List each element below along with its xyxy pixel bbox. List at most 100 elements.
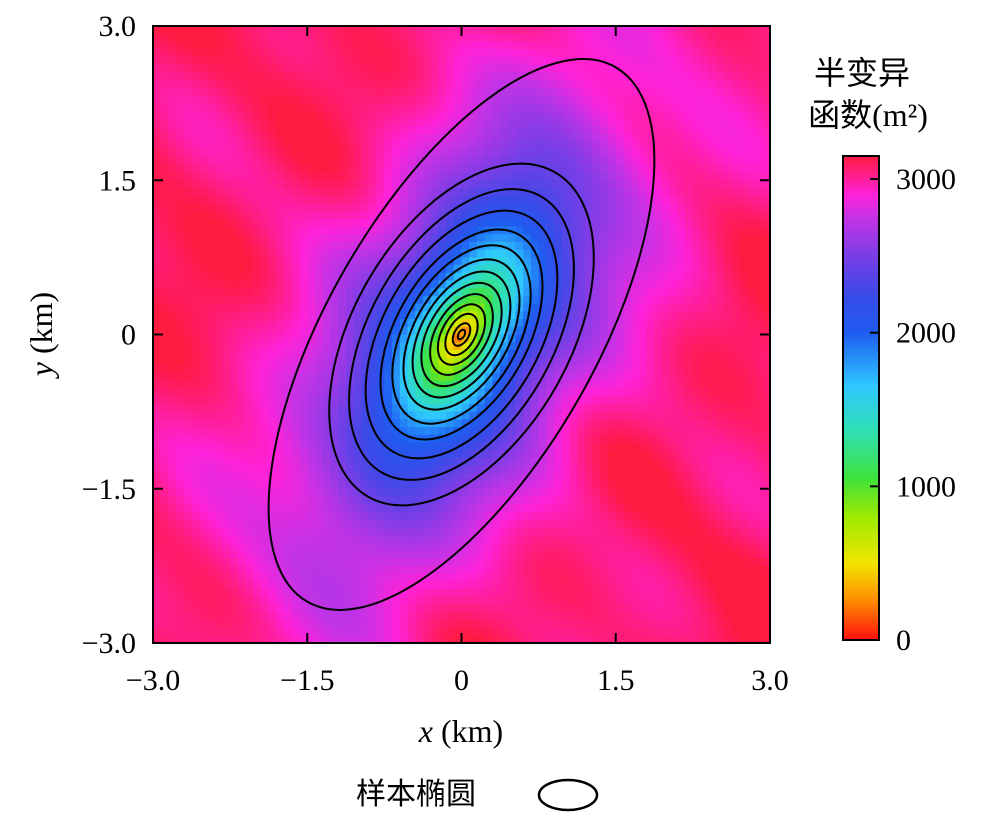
heatmap-cell — [723, 349, 733, 359]
heatmap-cell — [307, 257, 316, 266]
heatmap-cell — [314, 211, 324, 220]
heatmap-cell — [523, 87, 532, 97]
heatmap-cell — [407, 103, 416, 112]
heatmap-cell — [692, 41, 702, 50]
heatmap-cell — [554, 203, 563, 212]
heatmap-cell — [700, 211, 709, 220]
heatmap-cell — [523, 450, 532, 459]
heatmap-cell — [291, 450, 301, 459]
heatmap-cell — [546, 295, 555, 305]
heatmap-cell — [307, 157, 316, 166]
heatmap-cell — [507, 195, 517, 204]
heatmap-cell — [291, 311, 301, 320]
heatmap-cell — [284, 234, 293, 243]
heatmap-cell — [291, 357, 301, 366]
heatmap-cell — [731, 442, 740, 451]
heatmap-cell — [631, 257, 640, 266]
heatmap-cell — [322, 195, 331, 204]
heatmap-cell — [237, 41, 247, 50]
heatmap-cell — [153, 95, 162, 104]
heatmap-cell — [662, 295, 671, 305]
heatmap-cell — [199, 288, 208, 297]
heatmap-cell — [638, 79, 648, 89]
heatmap-cell — [608, 95, 617, 104]
heatmap-cell — [446, 496, 455, 505]
heatmap-cell — [631, 334, 640, 343]
heatmap-cell — [500, 157, 509, 166]
heatmap-cell — [191, 64, 200, 73]
heatmap-cell — [384, 126, 393, 135]
heatmap-cell — [507, 41, 517, 50]
heatmap-cell — [685, 311, 694, 320]
heatmap-cell — [700, 56, 709, 66]
heatmap-cell — [746, 241, 756, 251]
heatmap-cell — [484, 457, 493, 467]
heatmap-cell — [554, 157, 563, 166]
heatmap-cell — [392, 33, 401, 43]
heatmap-cell — [230, 218, 239, 228]
heatmap-cell — [268, 319, 277, 328]
heatmap-cell — [276, 79, 285, 89]
heatmap-cell — [646, 41, 655, 50]
heatmap-cell — [654, 457, 663, 467]
heatmap-cell — [500, 396, 509, 405]
heatmap-cell — [669, 396, 679, 405]
heatmap-cell — [507, 457, 517, 467]
heatmap-cell — [515, 280, 524, 289]
heatmap-cell — [507, 141, 517, 150]
heatmap-cell — [461, 203, 470, 212]
heatmap-cell — [376, 110, 385, 120]
heatmap-cell — [646, 187, 655, 197]
heatmap-cell — [615, 257, 625, 266]
heatmap-cell — [600, 56, 609, 66]
heatmap-cell — [245, 457, 254, 467]
heatmap-cell — [669, 288, 679, 297]
heatmap-cell — [368, 450, 378, 459]
heatmap-cell — [253, 326, 262, 336]
heatmap-cell — [345, 265, 355, 274]
heatmap-cell — [183, 396, 193, 405]
heatmap-cell — [322, 249, 331, 258]
heatmap-cell — [307, 442, 316, 451]
heatmap-cell — [284, 473, 293, 482]
heatmap-cell — [669, 257, 679, 266]
heatmap-cell — [237, 442, 247, 451]
heatmap-cell — [299, 403, 308, 413]
heatmap-cell — [584, 56, 594, 66]
heatmap-cell — [153, 342, 162, 351]
heatmap-cell — [631, 488, 640, 498]
heatmap-cell — [330, 481, 339, 490]
heatmap-cell — [307, 211, 316, 220]
heatmap-cell — [407, 249, 416, 258]
heatmap-cell — [739, 26, 748, 35]
heatmap-cell — [461, 380, 470, 390]
heatmap-cell — [662, 56, 671, 66]
heatmap-cell — [222, 488, 231, 498]
heatmap-cell — [314, 187, 324, 197]
heatmap-cell — [214, 272, 224, 282]
heatmap-cell — [453, 427, 463, 436]
heatmap-cell — [307, 496, 316, 505]
heatmap-cell — [430, 403, 439, 413]
heatmap-cell — [592, 110, 601, 120]
heatmap-cell — [368, 195, 378, 204]
heatmap-cell — [399, 280, 409, 289]
heatmap-cell — [638, 157, 648, 166]
heatmap-cell — [685, 349, 694, 359]
heatmap-cell — [368, 419, 378, 428]
heatmap-cell — [723, 218, 733, 228]
heatmap-cell — [199, 326, 208, 336]
heatmap-cell — [153, 349, 162, 359]
heatmap-cell — [677, 265, 686, 274]
heatmap-cell — [654, 473, 663, 482]
heatmap-cell — [284, 380, 293, 390]
heatmap-cell — [453, 187, 463, 197]
heatmap-cell — [523, 195, 532, 204]
heatmap-cell — [338, 110, 347, 120]
heatmap-cell — [160, 365, 170, 374]
heatmap-cell — [153, 157, 162, 166]
heatmap-cell — [546, 226, 555, 235]
heatmap-cell — [361, 110, 370, 120]
heatmap-cell — [523, 411, 532, 420]
heatmap-cell — [700, 434, 709, 444]
